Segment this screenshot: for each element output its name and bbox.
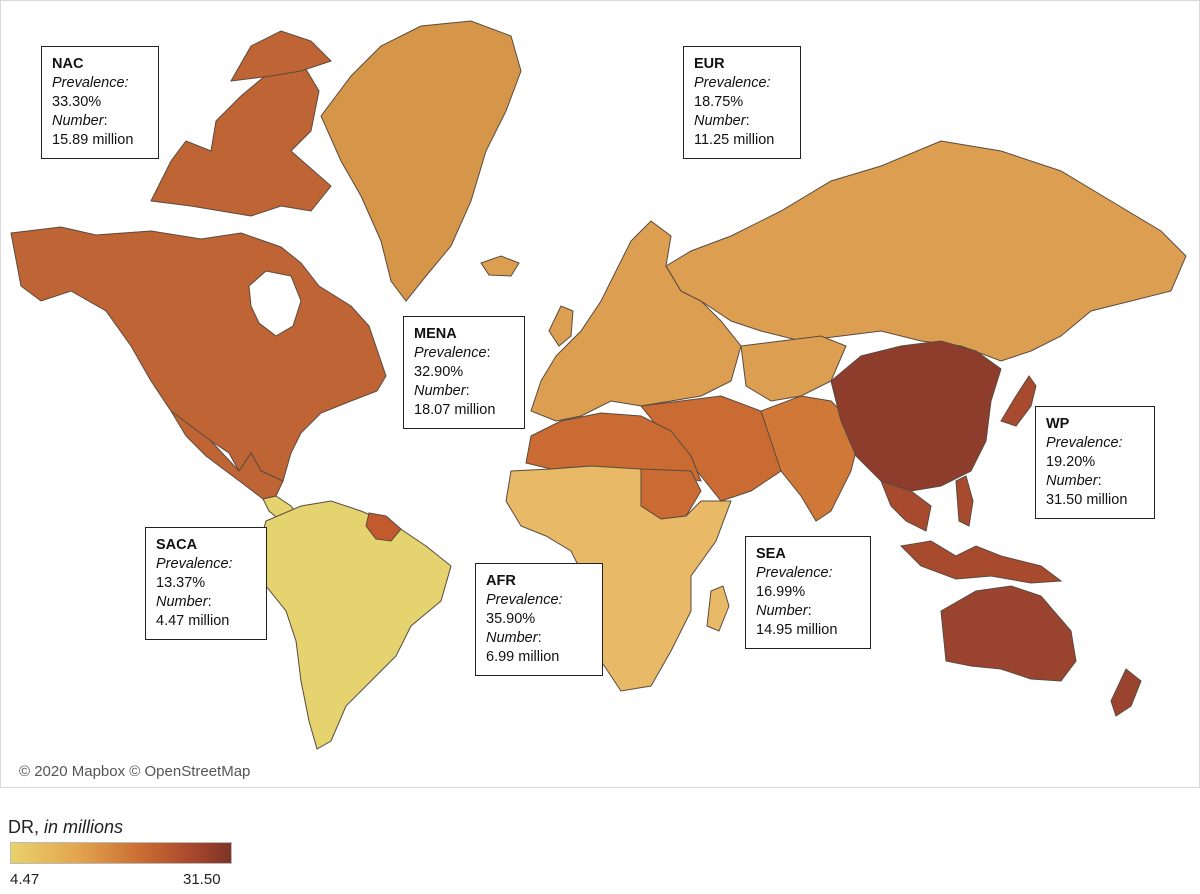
number-value: 15.89 million bbox=[52, 132, 134, 148]
central-asia[interactable] bbox=[740, 335, 847, 402]
region-callout-saca: SACA Prevalence: 13.37% Number: 4.47 mil… bbox=[145, 527, 267, 640]
region-name: NAC bbox=[52, 56, 84, 72]
british-isles[interactable] bbox=[548, 305, 574, 347]
prevalence-label: Prevalence: bbox=[756, 565, 833, 581]
madagascar[interactable] bbox=[706, 585, 730, 632]
world-map-canvas bbox=[10, 20, 1187, 750]
new-zealand[interactable] bbox=[1110, 668, 1142, 717]
prevalence-value: 16.99% bbox=[756, 584, 806, 600]
number-suffix: : bbox=[465, 383, 470, 399]
region-name: WP bbox=[1046, 416, 1070, 432]
south-asia[interactable] bbox=[760, 395, 862, 522]
greenland[interactable] bbox=[320, 20, 522, 302]
region-callout-afr: AFR Prevalence: 35.90% Number: 6.99 mill… bbox=[475, 563, 603, 676]
prevalence-suffix: : bbox=[486, 345, 491, 361]
southeast-asia[interactable] bbox=[880, 480, 932, 532]
australia[interactable] bbox=[940, 585, 1077, 682]
number-suffix: : bbox=[207, 594, 212, 610]
number-value: 14.95 million bbox=[756, 622, 838, 638]
region-name: MENA bbox=[414, 326, 457, 342]
region-callout-nac: NAC Prevalence: 33.30% Number: 15.89 mil… bbox=[41, 46, 159, 159]
prevalence-label: Prevalence: bbox=[486, 592, 563, 608]
number-value: 4.47 million bbox=[156, 613, 230, 629]
number-label: Number bbox=[1046, 473, 1098, 489]
number-label: Number bbox=[414, 383, 466, 399]
legend-min-value: 4.47 bbox=[10, 871, 40, 888]
arctic-islands-north[interactable] bbox=[230, 30, 332, 82]
philippines[interactable] bbox=[955, 475, 974, 527]
china[interactable] bbox=[830, 340, 1002, 492]
number-label: Number bbox=[694, 113, 746, 129]
legend-title-main: DR, bbox=[8, 817, 39, 837]
prevalence-value: 19.20% bbox=[1046, 454, 1096, 470]
russia[interactable] bbox=[665, 140, 1187, 362]
region-name: EUR bbox=[694, 56, 725, 72]
legend-color-scale bbox=[10, 842, 232, 864]
region-name: AFR bbox=[486, 573, 516, 589]
number-suffix: : bbox=[1097, 473, 1102, 489]
hudson-bay bbox=[248, 270, 302, 337]
region-name: SACA bbox=[156, 537, 198, 553]
number-label: Number bbox=[156, 594, 208, 610]
arctic-islands[interactable] bbox=[150, 60, 332, 217]
legend-title-unit: in millions bbox=[44, 817, 124, 837]
prevalence-value: 35.90% bbox=[486, 611, 536, 627]
number-value: 11.25 million bbox=[694, 132, 775, 148]
number-label: Number bbox=[756, 603, 808, 619]
prevalence-value: 18.75% bbox=[694, 94, 744, 110]
guyana-region[interactable] bbox=[365, 512, 402, 542]
region-callout-mena: MENA Prevalence: 32.90% Number: 18.07 mi… bbox=[403, 316, 525, 429]
number-suffix: : bbox=[745, 113, 750, 129]
prevalence-value: 33.30% bbox=[52, 94, 102, 110]
number-label: Number bbox=[486, 630, 538, 646]
number-suffix: : bbox=[103, 113, 108, 129]
legend-max-value: 31.50 bbox=[183, 871, 221, 888]
number-value: 31.50 million bbox=[1046, 492, 1128, 508]
legend-title: DR, in millions bbox=[8, 817, 123, 838]
region-callout-wp: WP Prevalence: 19.20% Number: 31.50 mill… bbox=[1035, 406, 1155, 519]
indonesia[interactable] bbox=[899, 540, 1063, 584]
choropleth-map[interactable]: NAC Prevalence: 33.30% Number: 15.89 mil… bbox=[0, 0, 1200, 788]
map-attribution[interactable]: © 2020 Mapbox © OpenStreetMap bbox=[19, 763, 251, 780]
prevalence-label: Prevalence: bbox=[694, 75, 771, 91]
region-callout-eur: EUR Prevalence: 18.75% Number: 11.25 mil… bbox=[683, 46, 801, 159]
south-america[interactable] bbox=[255, 500, 452, 750]
prevalence-label: Prevalence: bbox=[52, 75, 129, 91]
number-suffix: : bbox=[807, 603, 812, 619]
region-name: SEA bbox=[756, 546, 786, 562]
number-value: 6.99 million bbox=[486, 649, 560, 665]
prevalence-value: 32.90% bbox=[414, 364, 464, 380]
japan[interactable] bbox=[1000, 375, 1037, 427]
number-value: 18.07 million bbox=[414, 402, 496, 418]
number-label: Number bbox=[52, 113, 104, 129]
iceland[interactable] bbox=[480, 255, 520, 277]
sub-saharan-africa[interactable] bbox=[505, 465, 732, 692]
number-suffix: : bbox=[537, 630, 542, 646]
prevalence-label: Prevalence: bbox=[156, 556, 233, 572]
prevalence-label: Prevalence: bbox=[1046, 435, 1123, 451]
prevalence-label: Prevalence bbox=[414, 345, 487, 361]
region-callout-sea: SEA Prevalence: 16.99% Number: 14.95 mil… bbox=[745, 536, 871, 649]
prevalence-value: 13.37% bbox=[156, 575, 206, 591]
